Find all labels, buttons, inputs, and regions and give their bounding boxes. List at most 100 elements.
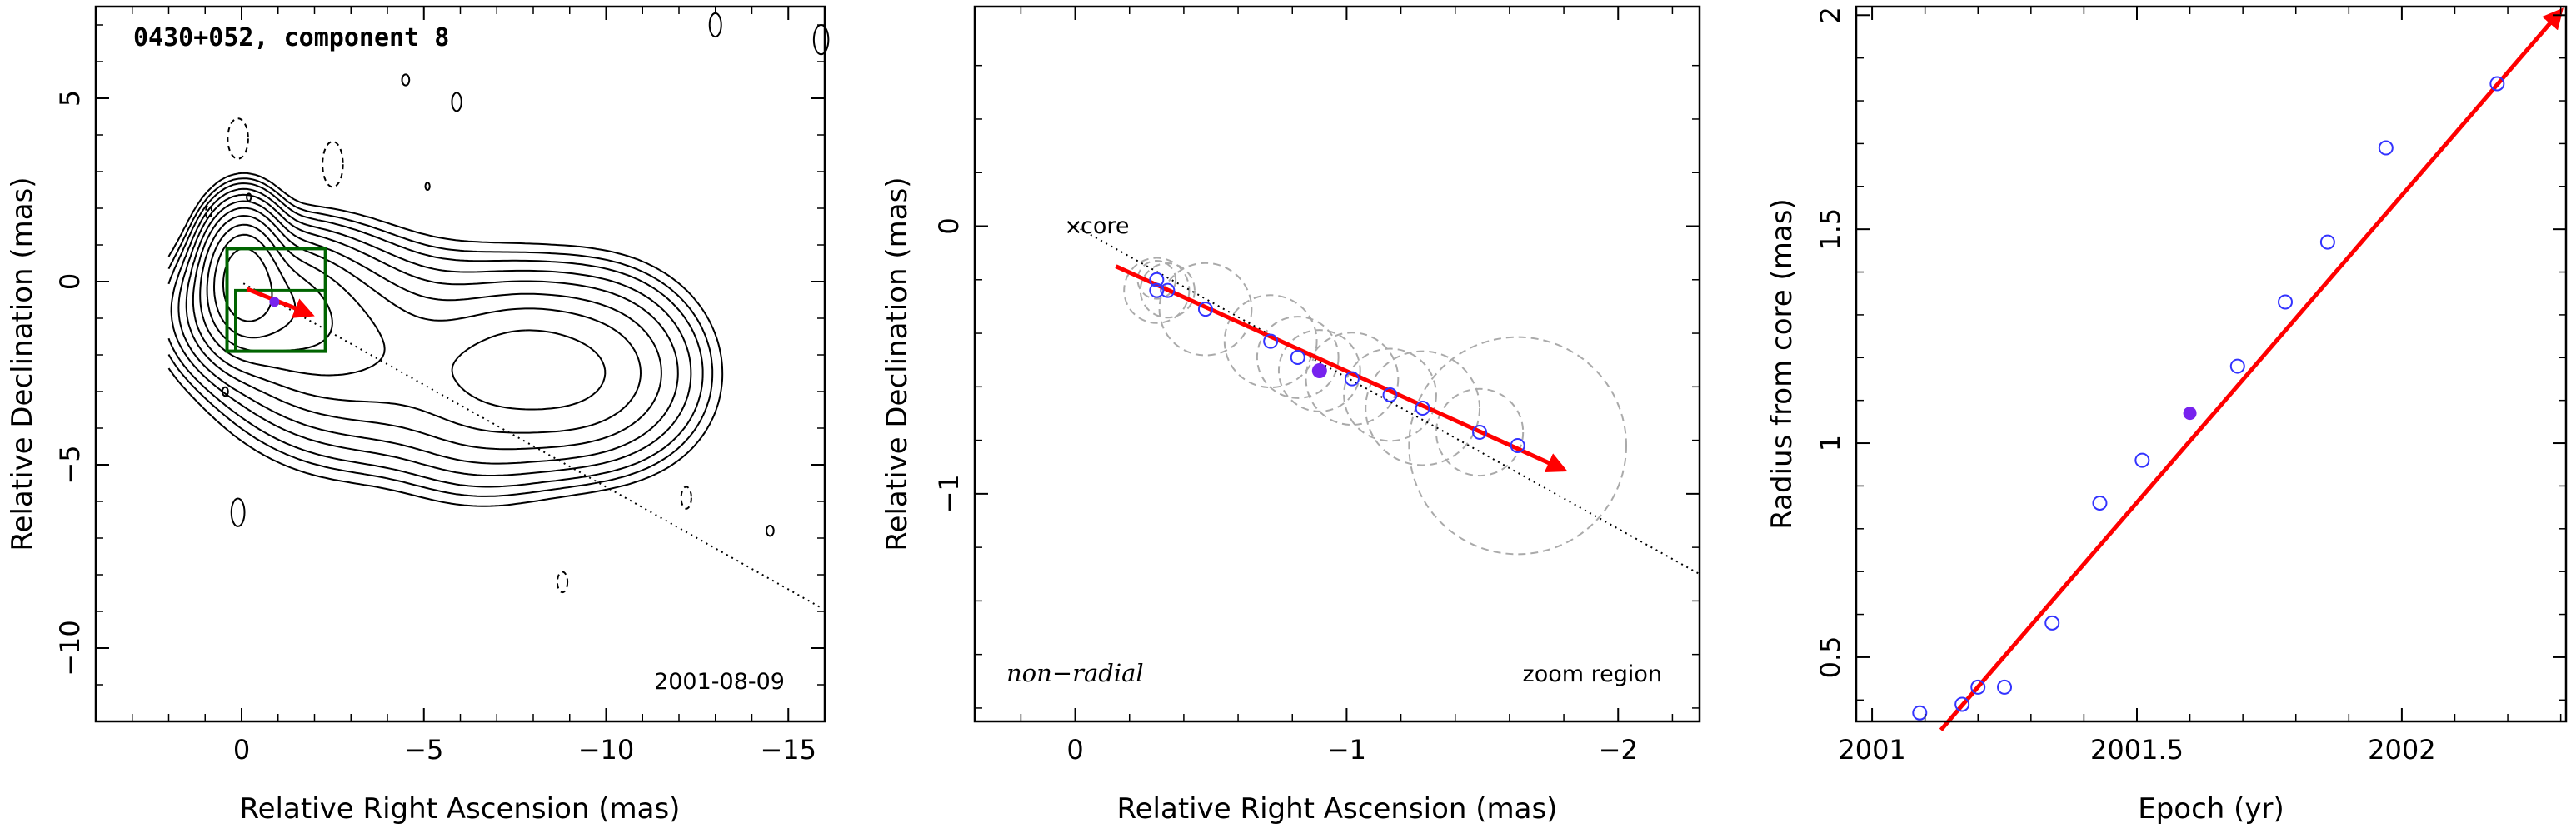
radius-point	[1912, 705, 1928, 721]
component-position-point	[1382, 387, 1398, 402]
radius-content	[1912, 7, 2564, 731]
component-size-circle	[1305, 332, 1400, 426]
negative-contour	[680, 486, 692, 510]
plot-frame	[973, 5, 1701, 723]
x-tick-label: 0	[1066, 734, 1083, 766]
contour-level	[222, 247, 273, 322]
radius-point	[2278, 294, 2294, 310]
core-marker: ×	[1064, 214, 1083, 240]
fit-line-arrow	[1939, 7, 2564, 731]
radius-point	[2489, 76, 2505, 92]
y-tick-label: 0	[54, 273, 86, 290]
component-position-point	[1263, 333, 1279, 349]
contour-level	[177, 193, 679, 465]
noise-contour	[812, 23, 830, 56]
x-axis-title: Relative Right Ascension (mas)	[1117, 792, 1558, 826]
zoom-panel: 0 −1 −2 0 −1 × core non−radial zoom region R…	[881, 5, 1701, 826]
radius-point	[1970, 679, 1986, 695]
feature-point	[269, 297, 280, 307]
noise-contour	[708, 12, 722, 38]
chart-title: 0430+052, component 8	[133, 23, 449, 52]
component-size-circle	[1256, 316, 1340, 399]
component-size-circle	[1408, 336, 1628, 556]
zoom-region-inner-box	[234, 288, 327, 353]
radius-point	[2044, 615, 2060, 631]
zoom-region-label: zoom region	[1523, 661, 1662, 687]
y-tick-label: 5	[54, 90, 86, 107]
x-tick-label: −10	[578, 734, 635, 766]
y-axis-title: Relative Declination (mas)	[6, 177, 39, 551]
component-size-circle	[1365, 350, 1481, 466]
axis-ticks: 2001 2001.5 2002 0.5 1 1.5 2	[1815, 7, 2566, 766]
component-size-circle	[1136, 259, 1177, 300]
negative-contour	[556, 571, 569, 594]
y-tick-label: −5	[54, 445, 86, 484]
motion-arrow	[1115, 264, 1568, 473]
x-axis-title: Relative Right Ascension (mas)	[240, 792, 681, 826]
component-size-circle	[1139, 262, 1196, 319]
x-tick-label: 2002	[2368, 734, 2435, 766]
component-size-circle	[1223, 294, 1318, 389]
noise-contour	[424, 182, 431, 192]
y-axis-title: Radius from core (mas)	[1765, 198, 1799, 529]
component-position-point	[1149, 272, 1165, 287]
axis-ticks: 0 −1 −2 0 −1	[933, 7, 1700, 766]
noise-contour	[401, 73, 411, 87]
x-tick-label: 0	[233, 734, 250, 766]
negative-contour	[322, 140, 344, 188]
x-tick-label: −2	[1599, 734, 1638, 766]
x-axis-title: Epoch (yr)	[2138, 792, 2284, 826]
component-position-point	[1415, 401, 1430, 416]
component-position-point	[1290, 349, 1305, 365]
axis-ticks: 0 −5 −10 −15 5 0 −5 −10	[54, 7, 825, 766]
y-tick-label: 1.5	[1815, 208, 1846, 251]
highlighted-epoch-point	[1311, 363, 1327, 379]
component-size-circle	[1343, 347, 1437, 442]
jet-contours	[167, 172, 724, 507]
radius-point	[2092, 495, 2108, 511]
contour-level	[185, 200, 662, 451]
noise-contour	[766, 525, 775, 537]
radius-point	[1997, 679, 2013, 695]
component-position-point	[1344, 371, 1360, 387]
core-label: core	[1081, 213, 1129, 239]
noise-contour	[451, 92, 462, 112]
contour-map-panel: 0 −5 −10 −15 5 0 −5 −10 0430+052, component 8 2…	[6, 5, 830, 826]
component-position-point	[1160, 282, 1176, 298]
component-size-circle	[1277, 329, 1361, 412]
y-tick-label: 0	[933, 217, 965, 234]
radius-vs-epoch-panel: 2001 2001.5 2002 0.5 1 1.5 2 Epoch (yr) Radius…	[1765, 5, 2568, 826]
component-position-point	[1197, 302, 1213, 317]
noise-contour	[246, 192, 252, 202]
noise-contour	[230, 497, 246, 527]
y-tick-label: 0.5	[1815, 636, 1846, 678]
plot-frame	[94, 5, 826, 723]
y-tick-label: −1	[933, 474, 965, 513]
zoom-content	[1075, 225, 1700, 576]
x-tick-label: −15	[760, 734, 816, 766]
radius-point	[2378, 140, 2394, 156]
component-size-circle	[1158, 262, 1253, 357]
component-position-point	[1510, 438, 1525, 454]
contour-level	[192, 207, 642, 434]
negative-contour	[205, 203, 213, 221]
component-size-circle	[1123, 257, 1191, 324]
highlighted-epoch-point	[2183, 407, 2197, 421]
x-tick-label: −1	[1327, 734, 1366, 766]
radius-point	[2134, 452, 2150, 468]
epoch-label: 2001-08-09	[654, 669, 785, 695]
panel1-overlay	[205, 12, 830, 609]
y-axis-title: Relative Declination (mas)	[881, 177, 914, 551]
contour-level	[167, 172, 724, 507]
x-tick-label: −5	[404, 734, 443, 766]
radius-point	[2229, 358, 2245, 374]
component-position-point	[1472, 424, 1488, 440]
component-position-point	[1149, 282, 1165, 298]
x-tick-label: 2001	[1838, 734, 1905, 766]
y-tick-label: 1	[1815, 435, 1846, 451]
y-tick-label: 2	[1815, 7, 1846, 23]
contour-level	[199, 215, 607, 411]
component-size-circle	[1435, 387, 1525, 477]
contour-level	[167, 182, 704, 488]
